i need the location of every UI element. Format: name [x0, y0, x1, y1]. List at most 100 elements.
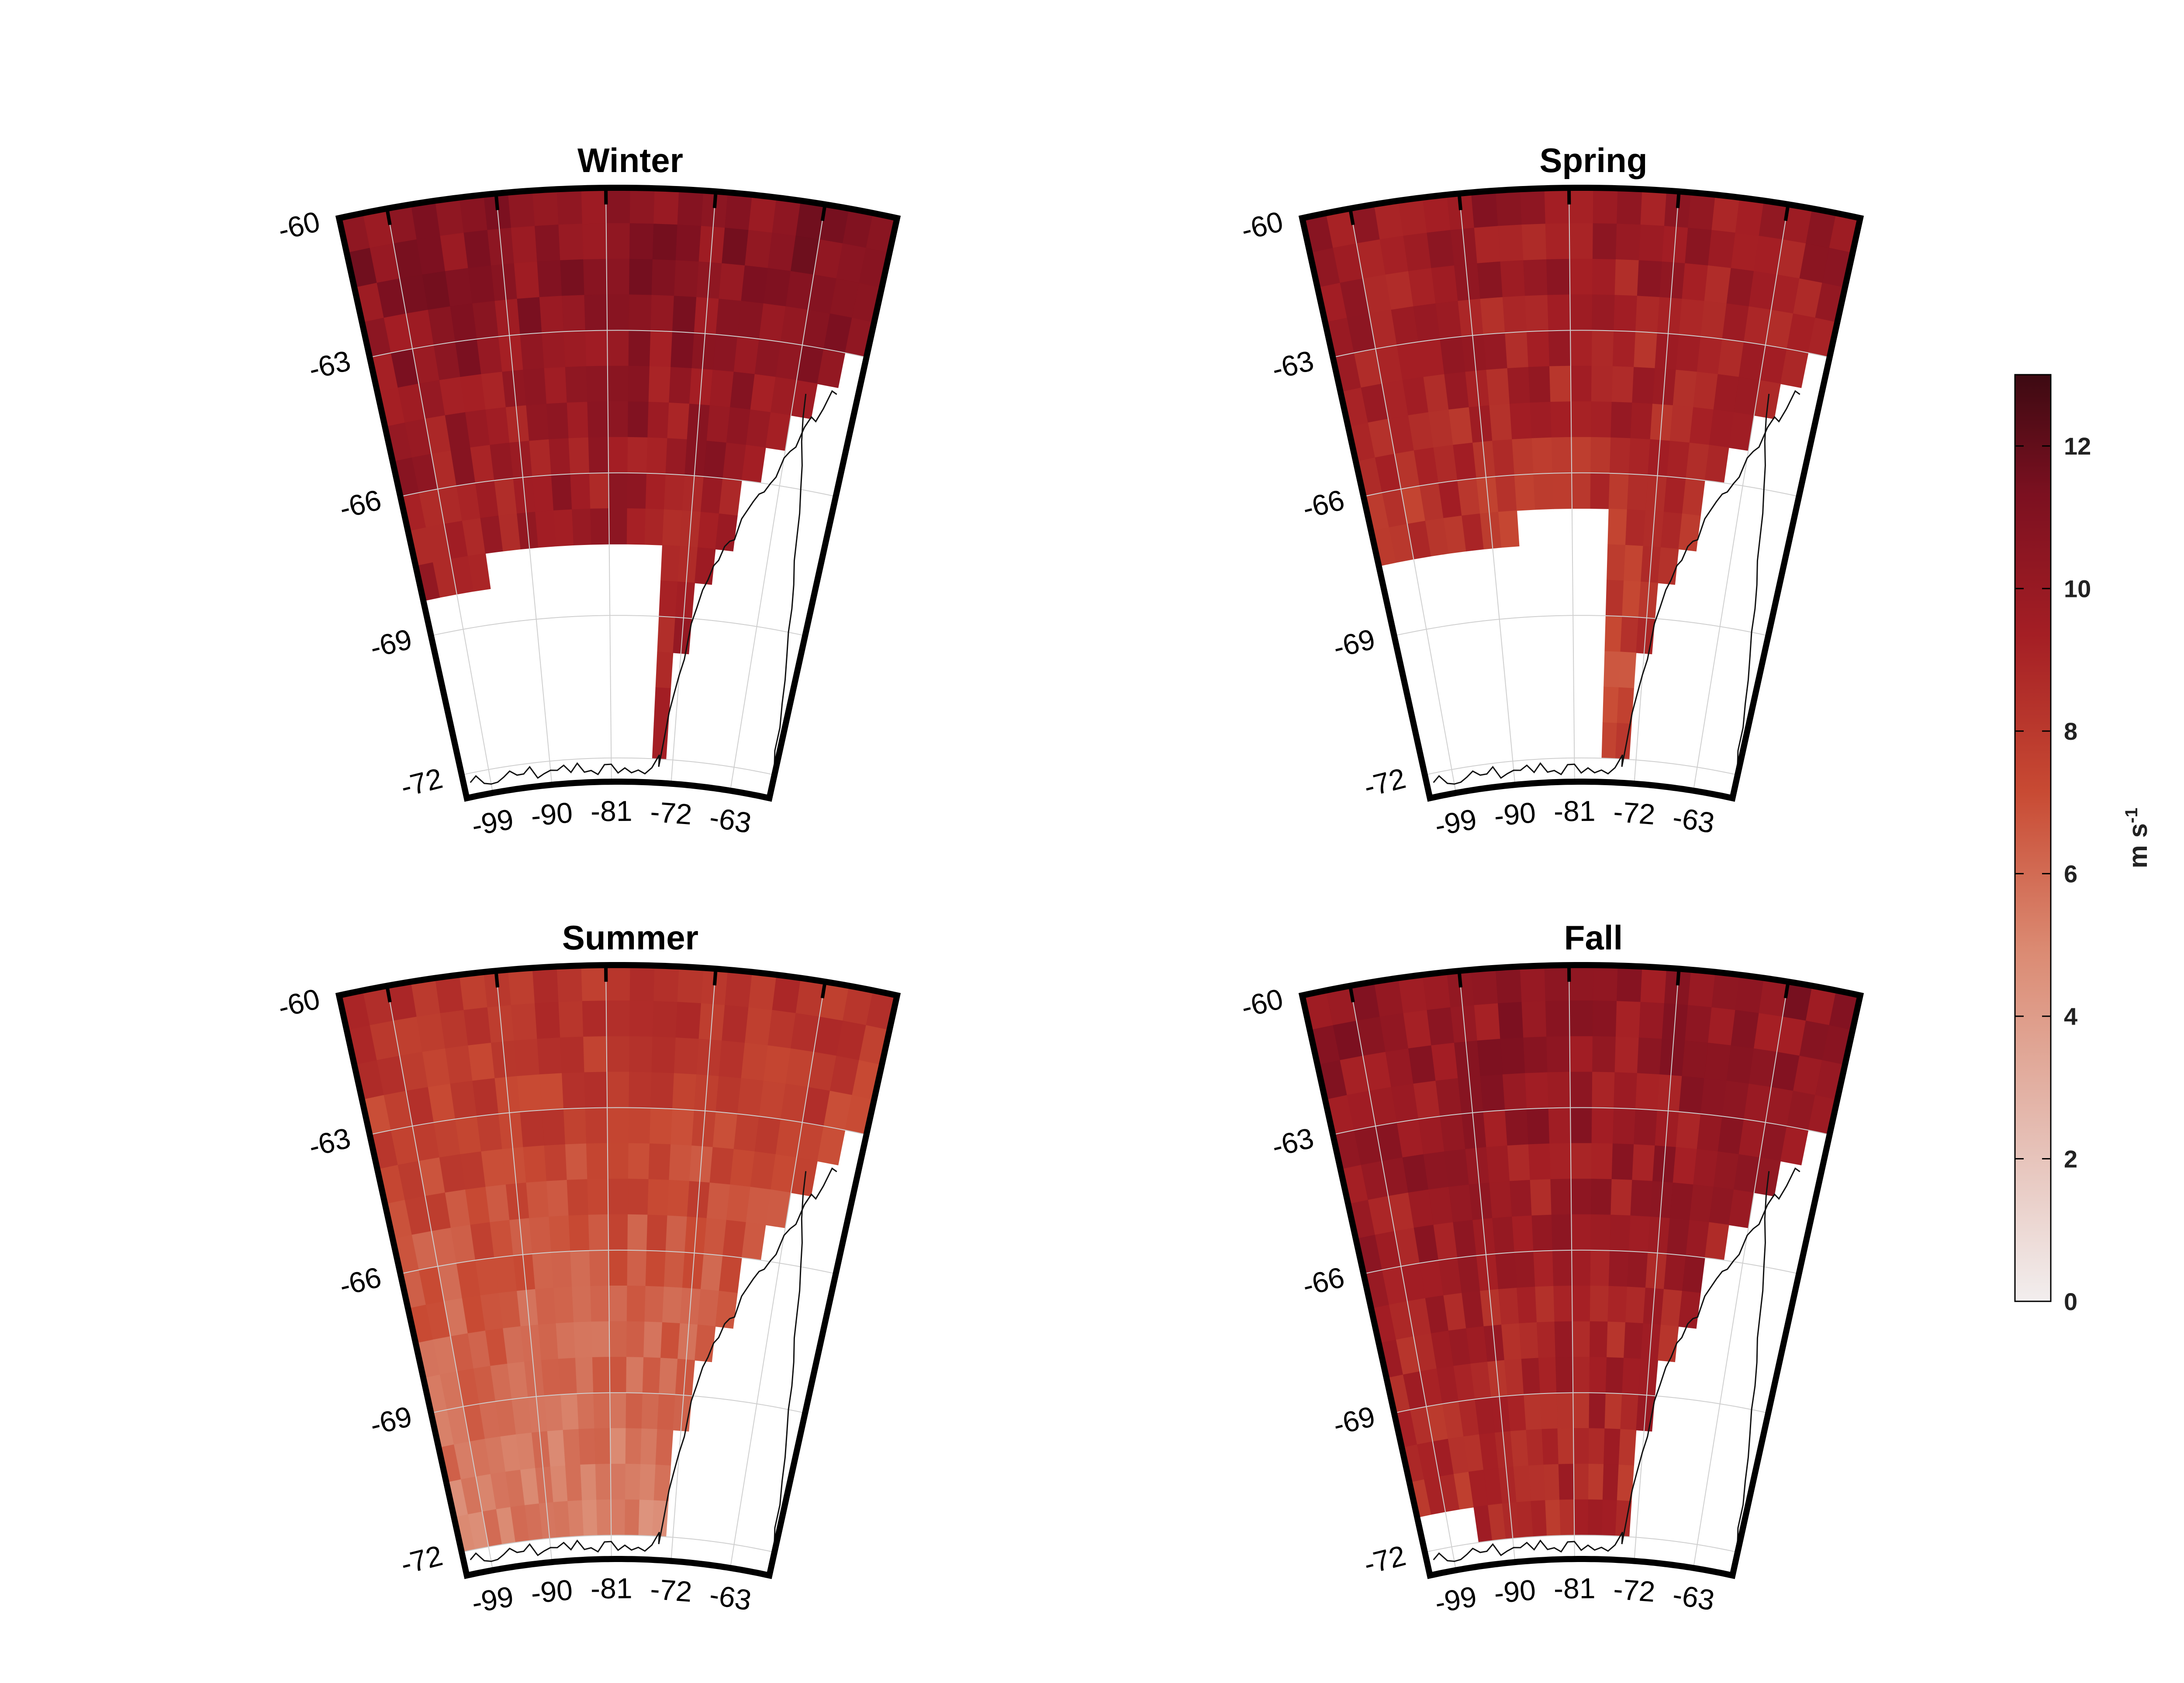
heatmap-cell [1624, 545, 1644, 582]
heatmap-cell [1533, 473, 1554, 510]
heatmap-cell [1669, 1182, 1694, 1221]
heatmap-cell [1678, 1290, 1701, 1329]
heatmap-cell [1622, 580, 1641, 618]
meridian-line [605, 188, 612, 782]
lat-tick-label: -72 [397, 762, 446, 803]
heatmap-cell [1676, 334, 1701, 372]
colorbar-tick-label: 12 [2064, 432, 2091, 460]
heatmap-cell [1431, 1042, 1458, 1081]
heatmap-cell [607, 1107, 629, 1144]
heatmap-cell [1569, 1036, 1593, 1073]
meridian-line [1634, 191, 1679, 784]
heatmap-cell [1590, 1214, 1611, 1251]
heatmap-cell [567, 1179, 589, 1216]
heatmap-cells [339, 965, 898, 1553]
parallel-line [1394, 615, 1769, 636]
heatmap-cell [608, 1250, 628, 1286]
heatmap-cell [1505, 331, 1529, 369]
heatmap-cell [712, 1111, 738, 1150]
heatmap-cell [440, 232, 469, 272]
heatmap-cell [1628, 438, 1651, 476]
heatmap-cell [625, 1392, 643, 1429]
heatmap-cell [1591, 401, 1612, 438]
heatmap-cell [645, 1250, 666, 1287]
heatmap-cell [1588, 1499, 1603, 1536]
meridian-line [1458, 193, 1516, 785]
heatmap-cell [1611, 366, 1635, 403]
meridian-line [1350, 208, 1457, 793]
heatmap-cell [1666, 1218, 1690, 1256]
heatmap-cell [625, 1463, 641, 1500]
heatmap-cell [1590, 1285, 1609, 1322]
heatmap-cell [1413, 303, 1441, 342]
parallel-line [431, 615, 805, 636]
heatmap-cell [1591, 1143, 1613, 1180]
colorbar-tick-label: 8 [2064, 717, 2077, 745]
heatmap-cell [481, 1149, 506, 1187]
heatmap-cell [677, 966, 704, 1004]
heatmap-cell [1627, 473, 1648, 511]
heatmap-cell [606, 223, 630, 259]
heatmap-cell [589, 1250, 609, 1286]
lat-tick-label: -66 [336, 483, 384, 525]
heatmap-cell [1526, 1429, 1544, 1466]
lon-tick-label: -90 [1493, 796, 1537, 832]
lat-tick-label: -60 [275, 982, 323, 1024]
heatmap-cell [556, 1322, 576, 1359]
heatmap-cell [709, 1147, 734, 1185]
heatmap-cell [1590, 1250, 1610, 1286]
heatmap-cell [1483, 332, 1508, 370]
heatmap-cell [1570, 1143, 1592, 1179]
heatmap-cell [481, 372, 506, 410]
heatmap-cell [1634, 1108, 1658, 1146]
heatmap-cell [1611, 1143, 1635, 1180]
lon-tick-label: -81 [591, 795, 632, 828]
heatmap-cell [1614, 1036, 1639, 1074]
heatmap-cell [1640, 189, 1667, 227]
meridian-line [495, 971, 553, 1562]
heatmap-cell [1685, 1005, 1712, 1043]
heatmap-cell [1618, 1429, 1637, 1466]
coastline-east [768, 393, 807, 798]
heatmap-cell [517, 297, 543, 335]
heatmap-cell [1569, 1072, 1593, 1108]
heatmap-cell [570, 1250, 591, 1287]
heatmap-cell [1514, 1251, 1536, 1288]
heatmap-cell [1471, 190, 1499, 228]
heatmap-cell [1589, 1357, 1607, 1393]
panel-summer: Summer -60 -63 -66 -69 -72 -99 -90 -81 -72 -63 [275, 918, 901, 1619]
heatmap-cell [1704, 265, 1731, 304]
heatmap-cell [591, 1321, 610, 1358]
parallel-line [400, 1249, 836, 1274]
heatmap-cell [1609, 437, 1631, 474]
heatmap-cell [652, 1001, 678, 1038]
heatmap-cell [1528, 366, 1551, 403]
heatmap-cell [1590, 1321, 1608, 1358]
coastline [470, 390, 837, 785]
heatmap-cell [514, 261, 540, 300]
heatmap-cell [1533, 1250, 1554, 1287]
heatmap-cell [595, 1463, 612, 1500]
heatmap-cell [1551, 1214, 1572, 1251]
heatmap-cell [1498, 510, 1520, 548]
heatmap-cell [709, 369, 734, 408]
heatmap-cell [626, 1321, 645, 1358]
heatmap-cell [1601, 722, 1617, 759]
heatmap-cell [1512, 1215, 1534, 1253]
meridian-line [605, 965, 612, 1559]
heatmap-cell [1535, 1286, 1555, 1323]
lon-tick-label: -90 [529, 796, 574, 832]
heatmap-cell [1471, 967, 1499, 1006]
heatmap-cell [549, 438, 571, 476]
heatmap-cell [490, 1220, 514, 1258]
heatmap-cell [520, 332, 545, 370]
heatmap-cell [582, 1500, 598, 1536]
heatmap-cell [650, 295, 674, 332]
heatmap-cell [1520, 965, 1546, 1003]
heatmap-cell [556, 965, 583, 1003]
heatmap-cell [435, 974, 464, 1014]
heatmap-cell [744, 230, 773, 269]
frame-tick [1783, 981, 1790, 999]
heatmap-cell [1525, 1072, 1549, 1109]
heatmap-cell [556, 188, 583, 225]
